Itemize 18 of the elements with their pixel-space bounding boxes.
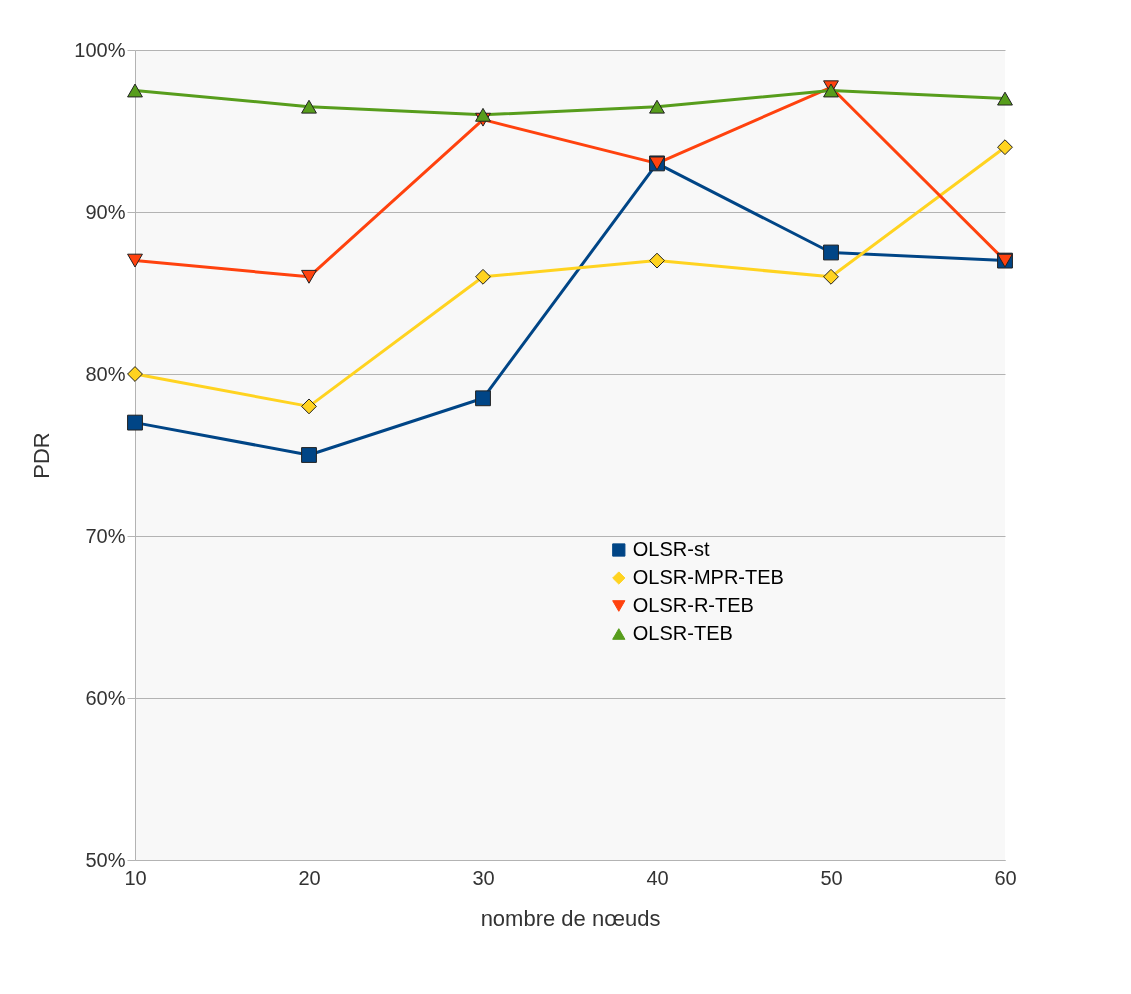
legend-label: OLSR-TEB: [632, 622, 733, 644]
legend-label: OLSR-MPR-TEB: [632, 566, 784, 588]
x-tick-label: 30: [472, 866, 495, 889]
y-tick-label: 70%: [85, 524, 126, 547]
legend-label: OLSR-R-TEB: [632, 594, 754, 616]
y-tick-label: 100%: [74, 38, 126, 61]
x-tick-label: 40: [646, 866, 669, 889]
y-tick-label: 90%: [85, 200, 126, 223]
x-tick-label: 60: [994, 866, 1017, 889]
y-tick-label: 50%: [85, 848, 126, 871]
x-tick-label: 10: [124, 866, 147, 889]
x-tick-label: 50: [820, 866, 843, 889]
y-axis-title: PDR: [29, 432, 55, 479]
legend-label: OLSR-st: [632, 538, 710, 560]
y-tick-label: 60%: [85, 686, 126, 709]
x-axis-title: nombre de nœuds: [480, 905, 661, 931]
x-tick-label: 20: [298, 866, 321, 889]
y-tick-label: 80%: [85, 362, 126, 385]
